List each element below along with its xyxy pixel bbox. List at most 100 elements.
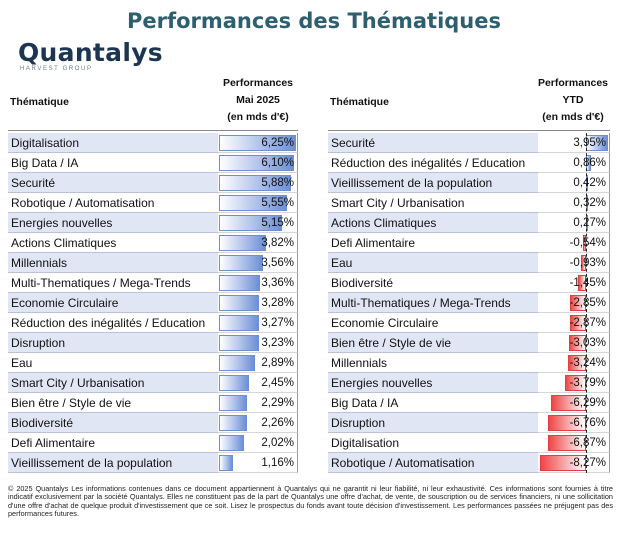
negative-bar — [548, 435, 586, 451]
table-row: Big Data / IA -6,29% — [328, 393, 610, 413]
performance-value: 0,27% — [573, 217, 606, 229]
value-cell: -6,76% — [538, 413, 610, 433]
theme-name: Smart City / Urbanisation — [8, 373, 218, 393]
value-cell: 5,88% — [218, 173, 298, 193]
value-cell: -1,45% — [538, 273, 610, 293]
table-row: Biodiversité -1,45% — [328, 273, 610, 293]
table-row: Multi-Thematiques / Mega-Trends -2,85% — [328, 293, 610, 313]
value-cell: -6,29% — [538, 393, 610, 413]
right-perf-header-line3: (en mds d'€) — [542, 111, 604, 123]
value-cell: 2,02% — [218, 433, 298, 453]
table-row: Biodiversité 2,26% — [8, 413, 298, 433]
table-row: Bien être / Style de vie 2,29% — [8, 393, 298, 413]
value-cell: 3,56% — [218, 253, 298, 273]
value-cell: -3,03% — [538, 333, 610, 353]
theme-name: Big Data / IA — [328, 393, 538, 413]
performance-value: 3,27% — [261, 317, 294, 329]
value-cell: 0,27% — [538, 213, 610, 233]
value-cell: -6,87% — [538, 433, 610, 453]
performance-value: -8,27% — [569, 457, 606, 469]
right-table-top-rule — [328, 130, 610, 131]
theme-name: Biodiversité — [8, 413, 218, 433]
value-cell: 3,82% — [218, 233, 298, 253]
table-row: Digitalisation 6,25% — [8, 133, 298, 153]
negative-bar — [583, 235, 586, 251]
negative-bar — [569, 335, 586, 351]
table-row: Securité 3,95% — [328, 133, 610, 153]
theme-name: Millennials — [328, 353, 538, 373]
negative-bar — [540, 455, 586, 471]
left-theme-header: Thématique — [10, 96, 69, 108]
performance-value: 2,89% — [261, 357, 294, 369]
positive-bar — [219, 415, 247, 431]
theme-name: Disruption — [328, 413, 538, 433]
performance-value: -2,87% — [569, 317, 606, 329]
table-row: Smart City / Urbanisation 0,32% — [328, 193, 610, 213]
theme-name: Economie Circulaire — [328, 313, 538, 333]
performance-value: -6,29% — [569, 397, 606, 409]
value-cell: 6,10% — [218, 153, 298, 173]
table-row: Eau -0,93% — [328, 253, 610, 273]
table-row: Economie Circulaire 3,28% — [8, 293, 298, 313]
performance-value: 3,82% — [261, 237, 294, 249]
theme-name: Robotique / Automatisation — [8, 193, 218, 213]
table-row: Economie Circulaire -2,87% — [328, 313, 610, 333]
value-cell: 3,36% — [218, 273, 298, 293]
value-cell: -3,24% — [538, 353, 610, 373]
theme-name: Defi Alimentaire — [328, 233, 538, 253]
theme-name: Vieillissement de la population — [8, 453, 218, 473]
value-cell: -3,79% — [538, 373, 610, 393]
negative-bar — [565, 375, 586, 391]
negative-bar — [570, 315, 586, 331]
performance-value: 5,15% — [261, 217, 294, 229]
performance-value: 6,25% — [261, 137, 294, 149]
positive-bar — [219, 375, 249, 391]
table-row: Vieillissement de la population 1,16% — [8, 453, 298, 473]
theme-name: Robotique / Automatisation — [328, 453, 538, 473]
value-cell: 3,27% — [218, 313, 298, 333]
value-cell: 3,28% — [218, 293, 298, 313]
table-row: Robotique / Automatisation -8,27% — [328, 453, 610, 473]
performance-value: -0,54% — [569, 237, 606, 249]
theme-name: Réduction des inégalités / Education — [8, 313, 218, 333]
theme-name: Eau — [328, 253, 538, 273]
value-cell: -0,93% — [538, 253, 610, 273]
theme-name: Economie Circulaire — [8, 293, 218, 313]
positive-bar — [219, 335, 259, 351]
theme-name: Bien être / Style de vie — [328, 333, 538, 353]
positive-bar — [219, 215, 282, 231]
disclaimer-footer: © 2025 Quantalys Les informations conten… — [8, 484, 613, 519]
performance-value: 1,16% — [261, 457, 294, 469]
theme-name: Energies nouvelles — [8, 213, 218, 233]
table-row: Bien être / Style de vie -3,03% — [328, 333, 610, 353]
performance-value: 3,36% — [261, 277, 294, 289]
theme-name: Eau — [8, 353, 218, 373]
table-row: Disruption 3,23% — [8, 333, 298, 353]
performance-value: -3,24% — [569, 357, 606, 369]
theme-name: Actions Climatiques — [328, 213, 538, 233]
theme-name: Bien être / Style de vie — [8, 393, 218, 413]
value-cell: -2,85% — [538, 293, 610, 313]
left-perf-header-line2: Mai 2025 — [236, 94, 280, 106]
positive-bar — [219, 235, 266, 251]
table-row: Digitalisation -6,87% — [328, 433, 610, 453]
value-cell: 2,45% — [218, 373, 298, 393]
theme-name: Biodiversité — [328, 273, 538, 293]
performance-value: 6,10% — [261, 157, 294, 169]
performance-value: 2,26% — [261, 417, 294, 429]
right-perf-header: Performances YTD (en mds d'€) — [533, 75, 613, 126]
table-row: Actions Climatiques 3,82% — [8, 233, 298, 253]
value-cell: -0,54% — [538, 233, 610, 253]
performance-value: 2,29% — [261, 397, 294, 409]
right-perf-header-line2: YTD — [562, 94, 584, 106]
negative-bar — [570, 295, 586, 311]
theme-name: Securité — [8, 173, 218, 193]
right-perf-header-line1: Performances — [537, 77, 609, 89]
positive-bar — [219, 355, 255, 371]
positive-bar — [219, 455, 233, 471]
value-cell: 0,32% — [538, 193, 610, 213]
performance-value: 0,42% — [573, 177, 606, 189]
table-row: Smart City / Urbanisation 2,45% — [8, 373, 298, 393]
table-row: Réduction des inégalités / Education 0,86… — [328, 153, 610, 173]
table-row: Defi Alimentaire -0,54% — [328, 233, 610, 253]
